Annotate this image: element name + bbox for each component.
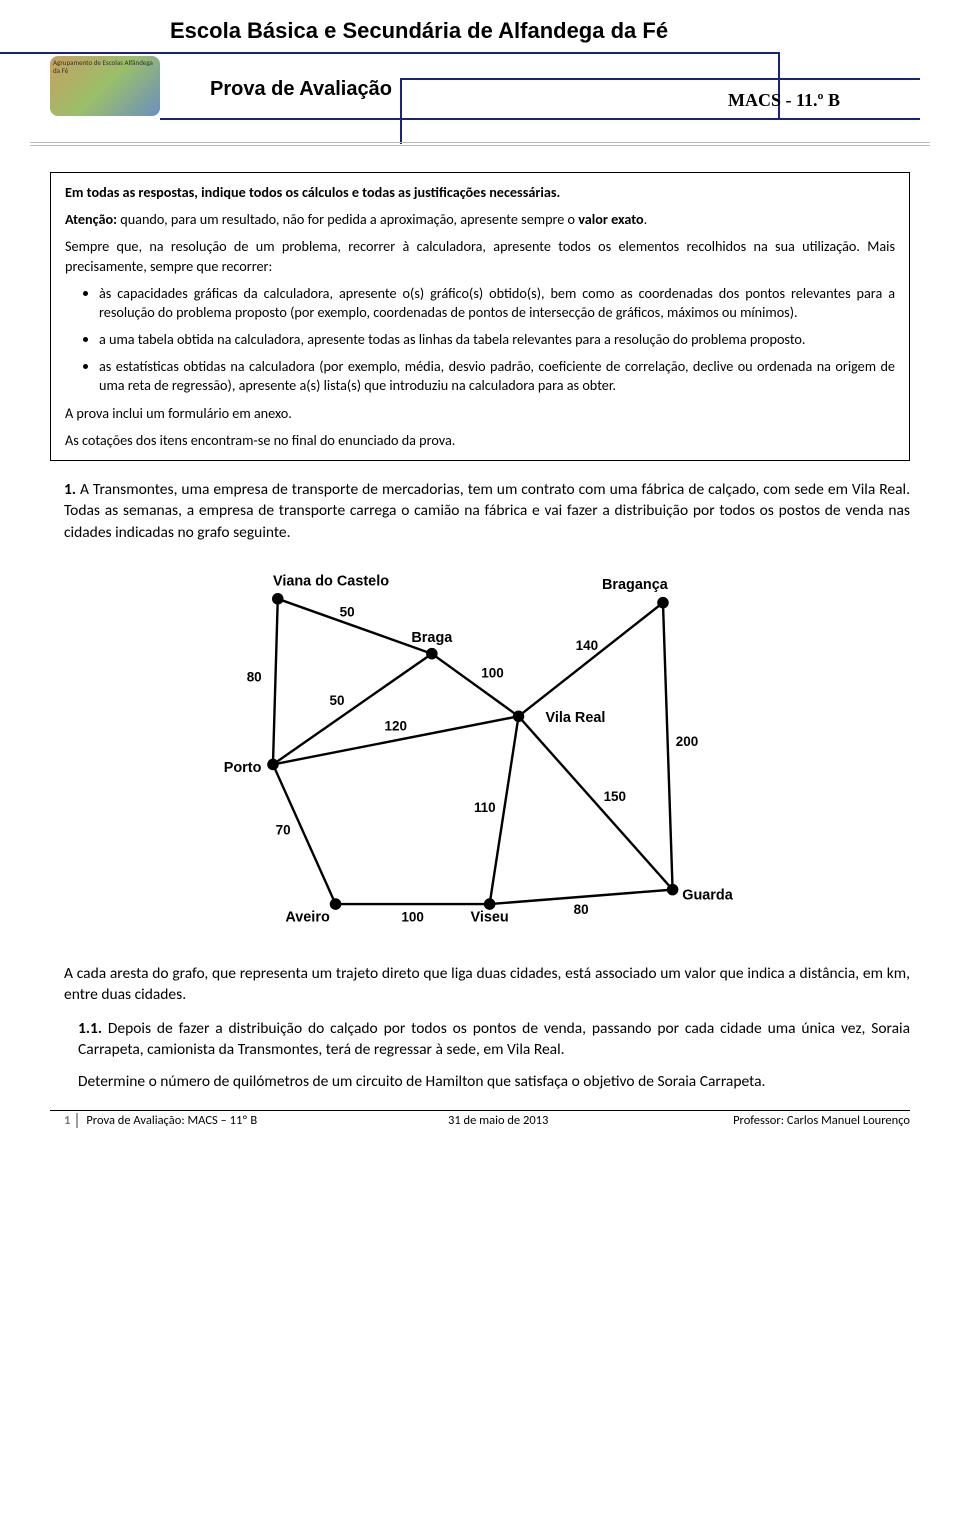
header-rule-mid xyxy=(160,118,920,120)
subject-label: MACS - 11.º B xyxy=(728,90,840,111)
graph-node xyxy=(667,884,679,896)
exam-title: Prova de Avaliação xyxy=(210,78,392,101)
graph-node xyxy=(657,597,669,609)
q1-after-graph: A cada aresta do grafo, que representa u… xyxy=(50,963,910,1006)
node-label: Bragança xyxy=(602,577,669,593)
graph-edge xyxy=(278,599,432,654)
instr-line: Sempre que, na resolução de um problema,… xyxy=(65,237,895,275)
page-number: 1 xyxy=(50,1113,78,1128)
edge-weight: 100 xyxy=(401,909,423,924)
page-footer: 1 Prova de Avaliação: MACS – 11º B 31 de… xyxy=(50,1110,910,1128)
footer-center: 31 de maio de 2013 xyxy=(361,1113,636,1128)
edge-weight: 150 xyxy=(604,789,626,804)
footer-right: Professor: Carlos Manuel Lourenço xyxy=(635,1113,910,1128)
school-logo: Agrupamento de Escolas Alfândega da Fé xyxy=(50,56,160,116)
graph-edge xyxy=(519,603,663,717)
graph-node xyxy=(272,593,284,605)
q11-p1: 1.1. Depois de fazer a distribuição do c… xyxy=(78,1018,910,1061)
edge-weight: 70 xyxy=(276,822,291,837)
edge-weight: 50 xyxy=(330,693,345,708)
instr-line: A prova inclui um formulário em anexo. xyxy=(65,404,895,423)
instr-line1: Em todas as respostas, indique todos os … xyxy=(65,183,560,201)
instructions-box: Em todas as respostas, indique todos os … xyxy=(50,172,910,461)
instr-attention: Atenção: xyxy=(65,210,117,228)
node-label: Viana do Castelo xyxy=(273,573,389,589)
q1-body: A Transmontes, uma empresa de transporte… xyxy=(64,480,910,542)
graph-node xyxy=(267,759,279,771)
edge-weight: 140 xyxy=(576,638,598,653)
school-name: Escola Básica e Secundária de Alfandega … xyxy=(170,18,668,44)
page: Agrupamento de Escolas Alfândega da Fé E… xyxy=(0,0,960,1138)
question-1-1: 1.1. Depois de fazer a distribuição do c… xyxy=(50,1018,910,1092)
instr-line: Em todas as respostas, indique todos os … xyxy=(65,183,895,202)
graph-node xyxy=(484,898,496,910)
footer-left: Prova de Avaliação: MACS – 11º B xyxy=(86,1113,361,1128)
instr-txt: quando, para um resultado, não for pedid… xyxy=(117,210,578,228)
edge-weight: 200 xyxy=(676,734,698,749)
header-rule-top xyxy=(0,52,780,54)
logo-text: Agrupamento de Escolas Alfândega da Fé xyxy=(53,58,153,75)
graph-container: 50 80 100 50 120 70 140 150 110 100 80 200 Viana do… xyxy=(50,555,910,945)
node-label: Viseu xyxy=(470,909,508,925)
edge-weight: 110 xyxy=(474,800,496,815)
node-label: Aveiro xyxy=(285,909,330,925)
edge-weight: 100 xyxy=(481,665,503,680)
q1-number: 1. xyxy=(64,480,76,499)
graph-edge xyxy=(273,599,278,765)
instr-bold: valor exato xyxy=(578,210,643,228)
node-label: Porto xyxy=(224,760,262,776)
instr-line: Atenção: quando, para um resultado, não … xyxy=(65,210,895,229)
header-rule-top2 xyxy=(400,78,920,80)
q1-text: 1. A Transmontes, uma empresa de transpo… xyxy=(50,479,910,543)
instr-bullet: às capacidades gráficas da calculadora, … xyxy=(99,284,895,322)
graph-node xyxy=(513,711,525,723)
graph-edge xyxy=(519,716,673,889)
instr-bullet: a uma tabela obtida na calculadora, apre… xyxy=(99,330,895,349)
edge-weight: 50 xyxy=(340,605,355,620)
city-graph: 50 80 100 50 120 70 140 150 110 100 80 200 Viana do… xyxy=(220,555,740,945)
node-label: Braga xyxy=(411,630,453,646)
edge-weight: 80 xyxy=(574,902,589,917)
q11-body: Depois de fazer a distribuição do calçad… xyxy=(78,1019,910,1059)
instr-txt: . xyxy=(644,210,648,228)
graph-node xyxy=(426,648,438,660)
edge-weight: 80 xyxy=(247,670,262,685)
header-rule-v2 xyxy=(400,78,402,144)
instr-line: As cotações dos itens encontram-se no fi… xyxy=(65,431,895,450)
header-double-line xyxy=(30,142,930,146)
graph-edge xyxy=(432,654,519,717)
instr-bullets: às capacidades gráficas da calculadora, … xyxy=(65,284,895,396)
header: Agrupamento de Escolas Alfândega da Fé E… xyxy=(50,18,910,150)
q11-p2: Determine o número de quilómetros de um … xyxy=(78,1071,910,1092)
graph-node xyxy=(330,898,342,910)
edge-weight: 120 xyxy=(384,719,406,734)
graph-edge xyxy=(663,603,673,890)
instr-bullet: as estatísticas obtidas na calculadora (… xyxy=(99,357,895,395)
node-label: Guarda xyxy=(682,887,734,903)
node-label: Vila Real xyxy=(545,710,605,726)
q11-number: 1.1. xyxy=(78,1019,102,1038)
question-1: 1. A Transmontes, uma empresa de transpo… xyxy=(50,479,910,1092)
